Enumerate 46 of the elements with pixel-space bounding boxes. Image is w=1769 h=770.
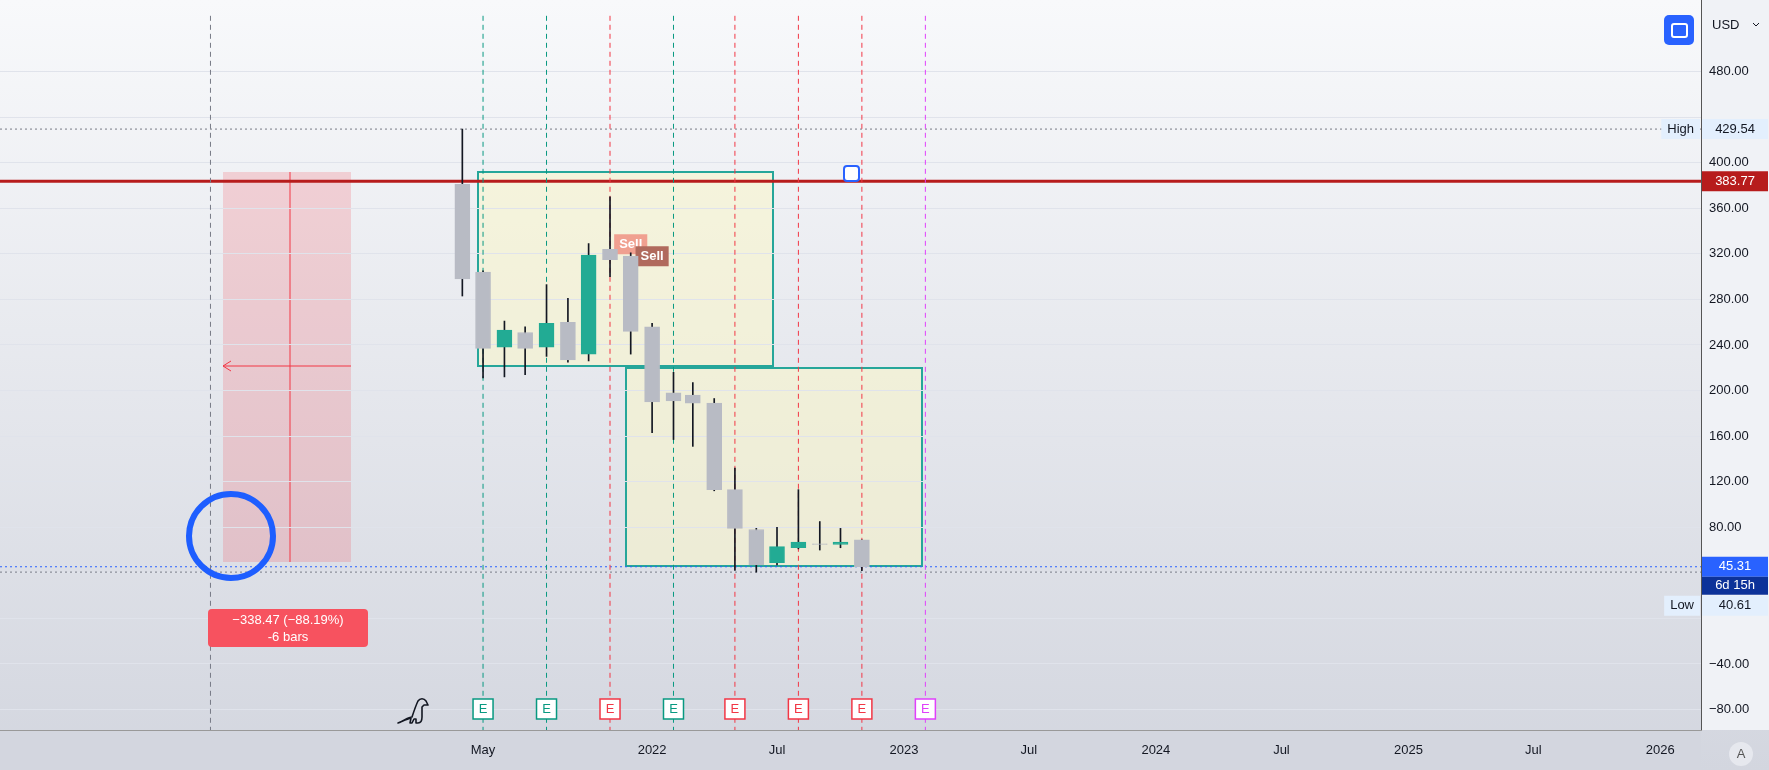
annotation: -6 bars [266, 628, 310, 645]
x-tick-label: May [470, 742, 496, 758]
y-tick-label: −80.00 [1709, 701, 1750, 717]
x-tick-label: Jul [1525, 742, 1542, 758]
candlestick [602, 196, 618, 277]
y-tick-label: 200.00 [1709, 382, 1749, 398]
x-tick-label: 2026 [1645, 742, 1675, 758]
tooltip-box: −338.47 (−88.19%) -6 bars [208, 609, 368, 647]
ref-line-label: 383.77 [1715, 172, 1755, 188]
ref-line-label: E [542, 700, 552, 716]
text: USD [1712, 17, 1740, 32]
annotation: Sell [640, 247, 664, 263]
ref-line-label: E [857, 700, 867, 716]
annotation: Low [1670, 597, 1695, 613]
y-tick-label: 280.00 [1709, 291, 1749, 307]
y-tick-label: 160.00 [1709, 427, 1749, 443]
ref-line-label: E [669, 700, 679, 716]
annotation: −338.47 (−88.19%) [231, 611, 345, 628]
x-tick-label: 2023 [889, 742, 919, 758]
annotation: High [1667, 120, 1695, 136]
y-tick-label: 120.00 [1709, 473, 1749, 489]
x-tick-label: Jul [768, 742, 786, 758]
ref-line-label: E [730, 700, 740, 716]
text: A [1729, 742, 1753, 766]
ref-line-label: 45.31 [1718, 558, 1752, 574]
ref-line-label: 40.61 [1718, 597, 1752, 613]
ref-line-label: 429.54 [1715, 120, 1755, 136]
ref-line-label: E [605, 700, 615, 716]
x-tick-label: Jul [1273, 742, 1290, 758]
candlestick [684, 382, 701, 447]
ref-line-label: E [921, 700, 931, 716]
y-tick-label: 480.00 [1709, 63, 1749, 79]
annotation: Sell [619, 235, 643, 251]
y-tick-label: −40.00 [1709, 655, 1750, 671]
y-tick-label: 320.00 [1709, 245, 1749, 261]
ref-line-label: E [478, 700, 488, 716]
x-tick-label: 2024 [1141, 742, 1171, 758]
y-tick-label: 240.00 [1709, 336, 1749, 352]
x-tick-label: 2025 [1393, 742, 1423, 758]
x-tick-label: Jul [1020, 742, 1038, 758]
x-tick-label: 2022 [637, 742, 667, 758]
y-tick-label: 400.00 [1709, 154, 1749, 170]
ref-line-label: E [794, 700, 804, 716]
y-tick-label: 360.00 [1709, 199, 1749, 215]
text: 6d 15h [1715, 577, 1755, 593]
y-tick-label: 80.00 [1709, 518, 1742, 534]
